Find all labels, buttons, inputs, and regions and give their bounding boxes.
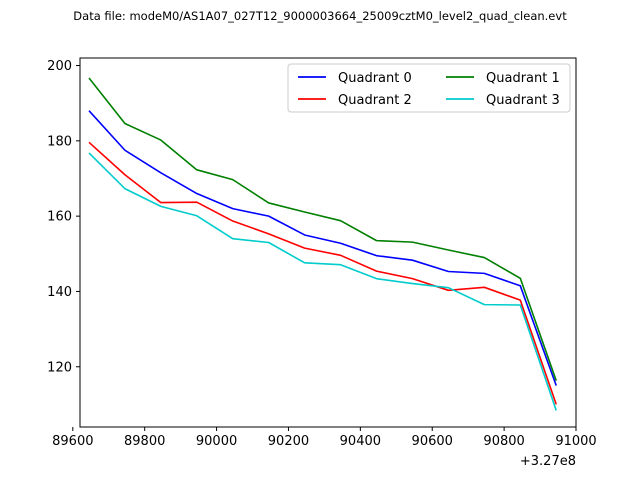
- series-line-2: [88, 141, 557, 405]
- x-tick-label: 91000: [555, 434, 596, 449]
- x-tick-label: 90400: [340, 434, 381, 449]
- series-line-0: [88, 110, 557, 386]
- x-tick-label: 89600: [52, 434, 93, 449]
- x-tick-label: 90600: [412, 434, 453, 449]
- y-tick-label: 180: [47, 134, 72, 149]
- x-tick-label: 90800: [483, 434, 524, 449]
- y-tick-label: 160: [47, 210, 72, 225]
- x-axis-offset-label: +3.27e8: [520, 454, 576, 469]
- series-line-3: [88, 152, 557, 411]
- y-tick-label: 140: [47, 285, 72, 300]
- legend: Quadrant 0 Quadrant 1 Quadrant 2 Quadrant 3: [287, 63, 571, 113]
- x-tick-label: 89800: [124, 434, 165, 449]
- legend-label: Quadrant 3: [486, 93, 560, 108]
- plot-area: [88, 77, 557, 411]
- legend-box: [287, 63, 571, 113]
- y-tick-label: 200: [47, 59, 72, 74]
- legend-label: Quadrant 2: [338, 93, 412, 108]
- axes-frame: [79, 57, 577, 428]
- series-line-1: [88, 77, 557, 381]
- legend-label: Quadrant 1: [486, 71, 560, 86]
- y-tick-label: 120: [47, 360, 72, 375]
- axes: 89600 89800 90000 90200 90400 90600 90800 91000…: [47, 57, 597, 449]
- x-tick-label: 90200: [268, 434, 309, 449]
- chart-title: Data file: modeM0/AS1A07_027T12_90000036…: [73, 9, 567, 23]
- legend-label: Quadrant 0: [338, 71, 412, 86]
- x-tick-label: 90000: [196, 434, 237, 449]
